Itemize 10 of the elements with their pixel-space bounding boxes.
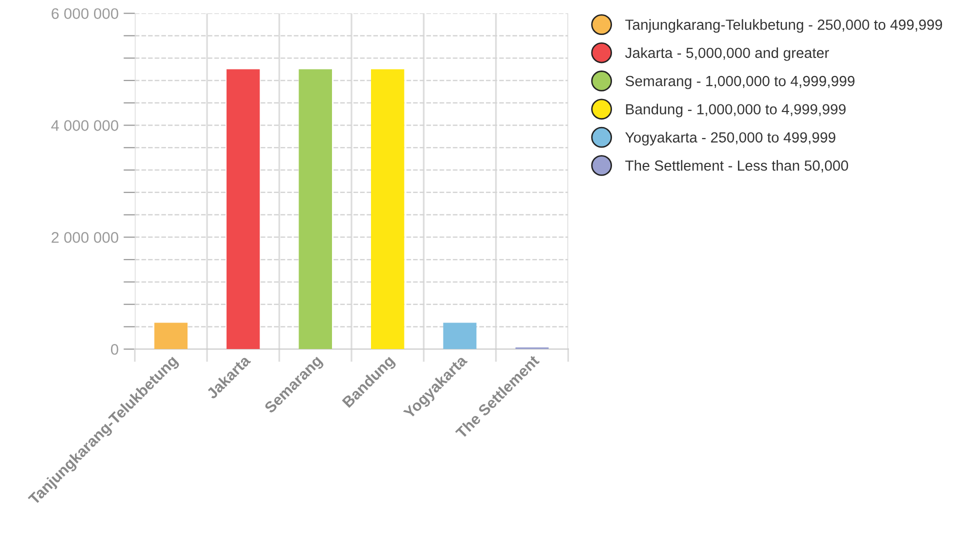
y-tick-label: 2 000 000 xyxy=(52,232,118,243)
legend-label: Tanjungkarang-Telukbetung - 250,000 to 499,999 xyxy=(625,19,942,33)
y-tick-label: 4 000 000 xyxy=(51,120,118,131)
legend-label: The Settlement - Less than 50,000 xyxy=(625,160,848,172)
legend-label: Semarang - 1,000,000 to 4,999,999 xyxy=(626,76,854,90)
y-tick-label: 6 000 000 xyxy=(52,8,118,20)
y-tick-label: 0 xyxy=(110,344,118,355)
legend-label: Yogyakarta - 250,000 to 499,999 xyxy=(625,132,836,146)
legend-label: Jakarta - 5,000,000 and greater xyxy=(625,47,829,61)
legend-label: Bandung - 1,000,000 to 4,999,999 xyxy=(626,104,846,118)
